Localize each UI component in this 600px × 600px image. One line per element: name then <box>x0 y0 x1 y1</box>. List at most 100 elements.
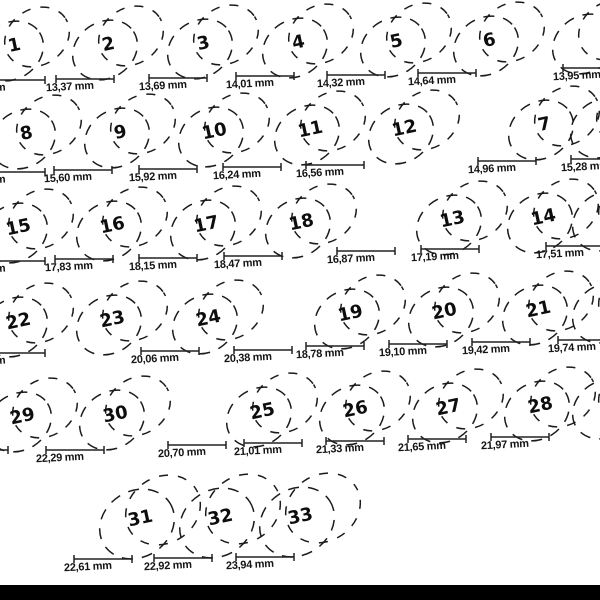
diameter-bracket <box>420 245 480 253</box>
ring-size-number: 3 <box>195 32 212 55</box>
ring-motif <box>166 4 260 80</box>
ring-motif <box>83 93 177 169</box>
diameter-bracket <box>0 257 46 265</box>
ring-size-number: 10 <box>200 119 229 145</box>
ring-motif <box>71 5 165 81</box>
ring-dashed-circle <box>597 364 600 426</box>
diameter-bracket <box>325 437 385 445</box>
ring-dashed-circle <box>0 20 45 82</box>
ring-dashed-circle <box>595 83 600 145</box>
bottom-black-bar <box>0 585 600 600</box>
diameter-label: 14,96 mm <box>468 162 517 177</box>
ring-motif-partial <box>551 0 600 75</box>
diameter-label: 13,95 mm <box>553 69 600 84</box>
diameter-bracket <box>53 166 113 174</box>
diameter-bracket <box>407 435 467 443</box>
diameter-bracket <box>167 441 227 449</box>
ring-dashed-circle <box>359 16 427 78</box>
diameter-label: 18,47 mm <box>214 257 263 272</box>
diameter-label: 19,74 mm <box>548 341 597 356</box>
diameter-bracket <box>0 349 46 357</box>
diameter-bracket <box>55 75 115 83</box>
ring-dashed-circle <box>178 487 256 559</box>
diameter-label: 14,32 mm <box>317 76 366 91</box>
diameter-bracket <box>148 74 208 82</box>
diameter-bracket <box>235 72 295 80</box>
diameter-label: 17,83 mm <box>45 260 94 275</box>
diameter-bracket <box>417 69 477 77</box>
diameter-bracket <box>305 342 365 350</box>
ring-size-number: 11 <box>296 117 325 143</box>
diameter-label: 20,06 mm <box>131 352 180 367</box>
diameter-label: 17,19 mm <box>411 250 460 265</box>
ring-motif <box>452 1 546 77</box>
ring-motif <box>0 94 83 170</box>
ring-size-number: 29 <box>8 404 37 430</box>
diameter-label: 15,28 mm <box>561 160 600 175</box>
ring-dashed-circle <box>284 472 362 544</box>
ring-size-number: 33 <box>286 504 315 530</box>
diameter-bracket <box>570 155 600 163</box>
ring-motif <box>261 3 355 79</box>
ring-size-number: 4 <box>290 31 307 54</box>
diameter-bracket <box>305 161 365 169</box>
diameter-label: 16,56 mm <box>296 166 345 181</box>
ring-size-number: 7 <box>536 113 553 136</box>
ring-dashed-circle <box>166 18 234 80</box>
ring-size-number: 2 <box>100 33 117 56</box>
ring-dashed-circle <box>261 17 329 79</box>
diameter-label: 22,29 mm <box>36 451 85 466</box>
diameter-bracket <box>490 433 550 441</box>
diameter-label: 21,97 mm <box>481 438 530 453</box>
diameter-label: mm <box>0 262 6 275</box>
diameter-bracket <box>471 338 531 346</box>
diameter-label: 21,01 mm <box>234 444 283 459</box>
ring-size-number: 22 <box>4 309 33 335</box>
diameter-label: 20,70 mm <box>158 446 207 461</box>
diameter-label: 14,64 mm <box>408 74 457 89</box>
diameter-label: 21,33 mm <box>316 442 365 457</box>
ring-size-number: 12 <box>390 116 419 142</box>
ring-dashed-circle <box>571 282 600 344</box>
ring-size-number: 6 <box>481 29 498 52</box>
ring-size-number: 16 <box>98 213 127 239</box>
ring-size-number: 32 <box>206 505 235 531</box>
diameter-bracket <box>235 553 295 561</box>
diameter-bracket <box>233 346 293 354</box>
ring-size-number: 8 <box>18 122 35 145</box>
diameter-bracket <box>0 76 46 84</box>
diameter-label: 22,92 mm <box>144 559 193 574</box>
diameter-label: 23,94 mm <box>226 558 275 573</box>
diameter-bracket <box>73 555 133 563</box>
ring-dashed-circle <box>569 97 600 159</box>
diameter-bracket <box>243 439 303 447</box>
diameter-bracket <box>477 157 537 165</box>
ring-motif-partial <box>571 268 600 344</box>
diameter-label: 20,38 mm <box>224 351 273 366</box>
diameter-bracket <box>140 347 200 355</box>
ring-motif-partial <box>569 83 600 159</box>
diameter-bracket <box>0 446 9 454</box>
ring-size-number: 28 <box>526 393 555 419</box>
diameter-label: 19,42 mm <box>462 343 511 358</box>
ring-size-number: 31 <box>126 506 155 532</box>
diameter-label: 22,61 mm <box>64 560 113 575</box>
ring-dashed-circle <box>385 2 453 64</box>
diameter-label: 15,60 mm <box>44 171 93 186</box>
ring-dashed-circle <box>258 486 336 558</box>
ring-size-number: 15 <box>4 215 33 241</box>
diameter-label: 18,78 mm <box>296 347 345 362</box>
diameter-label: 13,69 mm <box>139 79 188 94</box>
diameter-label: 19,10 mm <box>379 345 428 360</box>
ring-motif-partial <box>571 176 600 252</box>
ring-size-number: 26 <box>341 397 370 423</box>
ring-size-number: 27 <box>434 395 463 421</box>
diameter-label: 21,65 mm <box>398 440 447 455</box>
ring-motif-partial <box>571 364 600 440</box>
diameter-label: 15,92 mm <box>129 170 178 185</box>
ring-dashed-circle <box>551 13 600 75</box>
ring-size-number: 23 <box>98 307 127 333</box>
diameter-bracket <box>326 71 386 79</box>
